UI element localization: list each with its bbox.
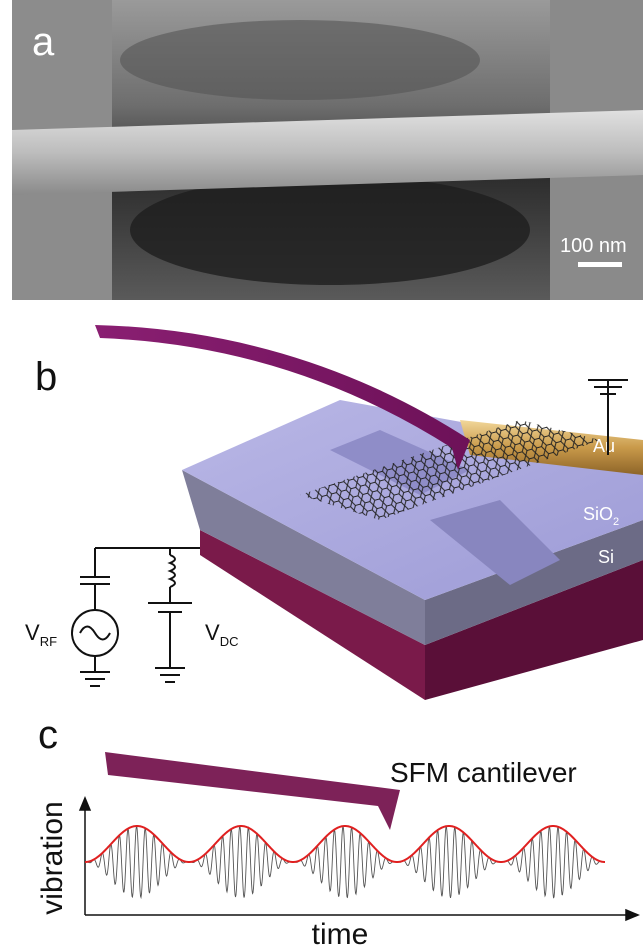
circuit (72, 548, 200, 686)
source-label-sub: DC (220, 634, 239, 649)
layer-label-sub: 2 (613, 516, 619, 528)
y-axis-label: vibration (36, 801, 69, 914)
panel-label: b (35, 355, 57, 399)
layer-label: Si (598, 547, 614, 567)
layer-label: Au (593, 436, 615, 456)
cantilever (105, 752, 400, 830)
source-label-text: V (25, 620, 40, 645)
oscillation (85, 826, 605, 898)
scale-bar (578, 262, 622, 267)
layer-label-text: SiO (583, 504, 613, 524)
axes (80, 798, 638, 920)
sem-image: a 100 nm (12, 0, 643, 300)
x-axis-label: time (312, 918, 369, 951)
panel-label: a (32, 20, 55, 64)
cantilever-label: SFM cantilever (390, 757, 577, 788)
source-label-sub: RF (40, 634, 57, 649)
source-label-text: V (205, 620, 220, 645)
scale-bar-label: 100 nm (560, 235, 627, 257)
page: a 100 nm b Au SiO2 Si (0, 0, 643, 951)
device-schematic: b Au SiO2 Si (25, 325, 643, 700)
source-label: VRF (25, 620, 57, 649)
figure: a 100 nm b Au SiO2 Si (0, 0, 643, 951)
vibration-schematic: c SFM cantilever vibration time (36, 713, 638, 951)
panel-label: c (38, 713, 58, 757)
source-label: VDC (205, 620, 238, 649)
